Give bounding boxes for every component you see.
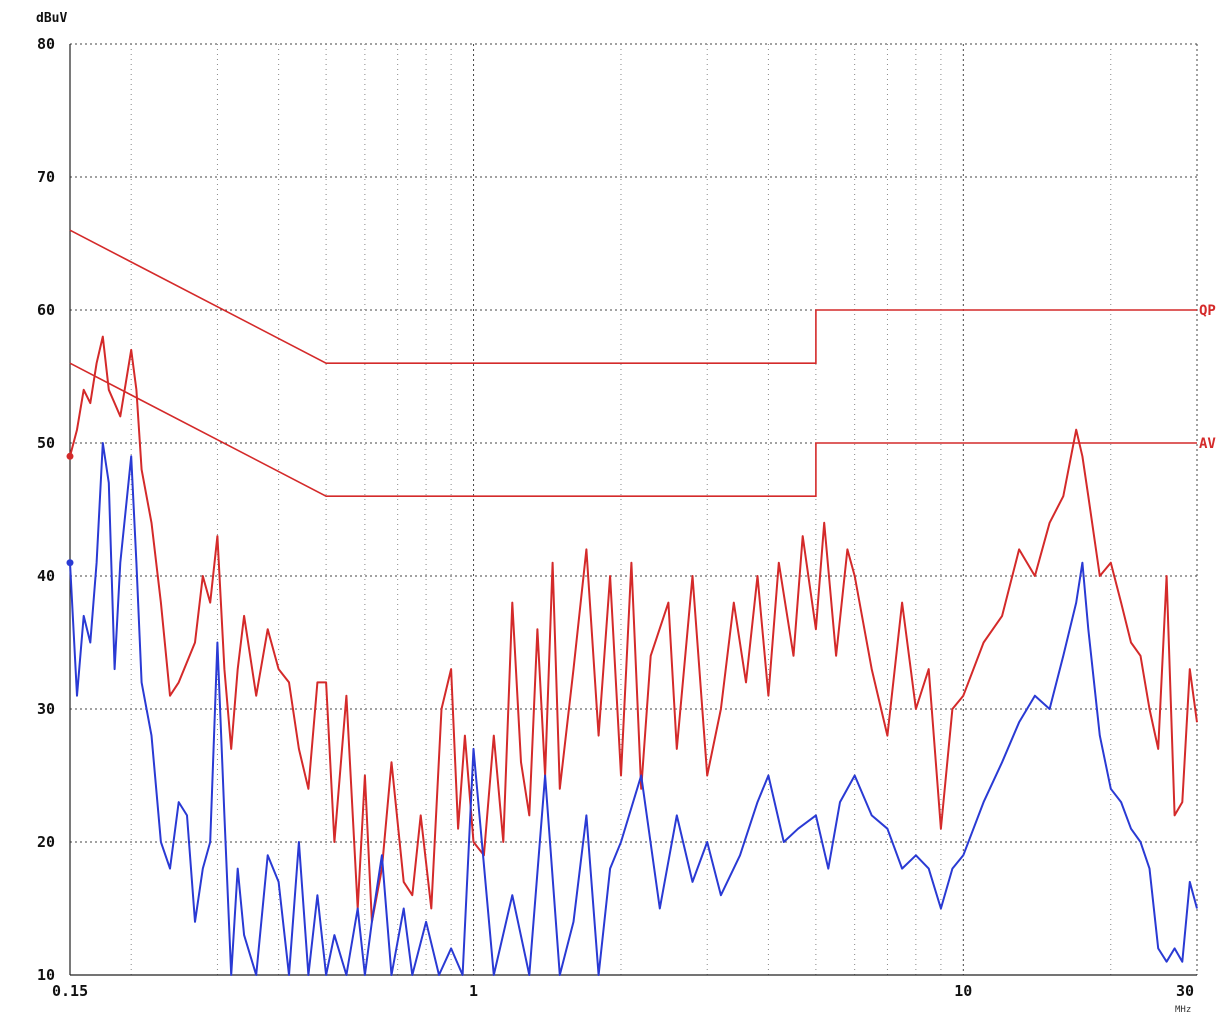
limit-line-av <box>69 362 1197 498</box>
y-tick-label: 20 <box>37 833 55 851</box>
y-tick-label: 70 <box>37 168 55 186</box>
series-group <box>66 335 1198 976</box>
y-tick-label: 10 <box>37 966 55 984</box>
series-line-peak <box>69 335 1198 923</box>
limit-lines: QP AV <box>69 229 1216 498</box>
x-tick-label: 1 <box>469 982 478 1000</box>
y-tick-label: 40 <box>37 567 55 585</box>
y-tick-label: 30 <box>37 700 55 718</box>
y-axis-label: dBuV <box>36 11 67 26</box>
grid <box>69 43 1198 976</box>
limit-label-av: AV <box>1199 436 1216 452</box>
series-line-average <box>69 442 1198 976</box>
x-tick-label: 10 <box>954 982 972 1000</box>
x-tick-labels: 0.15 1 10 30 <box>52 982 1194 1000</box>
limit-label-qp: QP <box>1199 303 1216 319</box>
y-tick-labels: 10 20 30 40 50 60 70 80 <box>37 35 55 984</box>
series-start-marker <box>66 559 74 567</box>
x-axis-label: MHz <box>1175 1005 1191 1015</box>
y-tick-label: 60 <box>37 301 55 319</box>
series-start-marker <box>66 452 74 460</box>
y-tick-label: 50 <box>37 434 55 452</box>
limit-line-qp <box>69 229 1197 365</box>
x-tick-label: 0.15 <box>52 982 88 1000</box>
y-tick-label: 80 <box>37 35 55 53</box>
x-tick-label: 30 <box>1176 982 1194 1000</box>
